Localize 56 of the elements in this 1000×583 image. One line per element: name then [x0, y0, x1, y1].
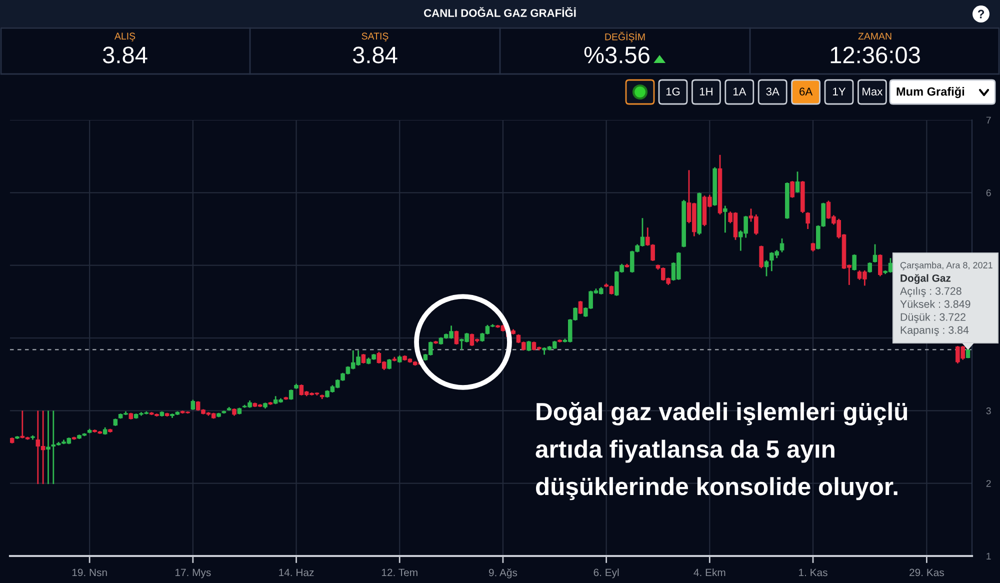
x-tick-label: 17. Mys [175, 568, 211, 578]
text: SATIŞ [362, 32, 388, 42]
x-tick-label: 1. Kas [799, 568, 828, 576]
text: 1Y [833, 88, 846, 96]
y-tick-label: 2 [986, 480, 991, 487]
text: 1G [666, 88, 680, 96]
x-tick-label: 19. Nsn [72, 568, 107, 576]
annotation: Açılış : 3.728 [900, 286, 962, 298]
candlestick [806, 212, 810, 230]
annotation: Çarşamba, Ara 8, 2021 [900, 262, 992, 270]
candlestick [852, 254, 856, 272]
candlestick [578, 300, 583, 315]
text: 1H [700, 88, 712, 96]
text: 6A [800, 88, 813, 96]
y-tick-label: 7 [986, 116, 991, 124]
y-tick-label: 3 [986, 407, 991, 414]
candlestick [454, 330, 459, 346]
y-tick-label: 1 [986, 552, 991, 560]
x-tick-label: 12. Tem [382, 568, 418, 576]
candlestick [872, 244, 878, 264]
text: CANLI DOĞAL GAZ GRAFİĞİ [424, 7, 576, 17]
candlestick [759, 245, 764, 269]
candlestick [790, 180, 794, 198]
candlestick [764, 260, 769, 277]
text: %3.56 [584, 46, 650, 64]
candlestick [878, 254, 882, 277]
text: 12:36:03 [830, 46, 920, 64]
candlestick [780, 238, 784, 253]
text: 3.84 [102, 46, 148, 64]
x-tick-label: 9. Ağs [488, 568, 518, 578]
text: ZAMAN [858, 32, 892, 40]
candlestick [723, 205, 728, 234]
candlestick [868, 262, 872, 274]
annotation: Kapanış : 3.84 [900, 326, 969, 336]
candlestick [46, 410, 50, 485]
x-tick-label: 6. Eyl [594, 568, 619, 578]
candlestick [288, 388, 294, 400]
x-tick-label: 14. Haz [279, 568, 314, 576]
text: 3.84 [352, 46, 398, 64]
annotation: Doğal Gaz [900, 274, 951, 284]
annotation: Yüksek : 3.849 [900, 300, 970, 308]
annotation: Düşük : 3.722 [900, 312, 966, 324]
candlestick [190, 399, 196, 411]
text: 1A [733, 88, 746, 96]
text: Max [862, 88, 883, 96]
text: 3A [766, 88, 780, 96]
candlestick [526, 340, 531, 352]
text: Mum Grafiği [896, 86, 964, 98]
x-tick-label: 29. Kas [910, 568, 944, 576]
text: ALIŞ [114, 32, 136, 42]
text: DEĞİŞİM [605, 32, 645, 42]
y-tick-label: 6 [986, 189, 991, 196]
x-tick-label: 4. Ekm [694, 568, 726, 576]
annotation: Doğal gaz vadeli işlemleri güçlü artıda fiyatlansa da 5 ayın düşüklerinde konsolide oluyor. [536, 402, 908, 500]
candlestick [361, 353, 366, 364]
candlestick [795, 170, 800, 194]
